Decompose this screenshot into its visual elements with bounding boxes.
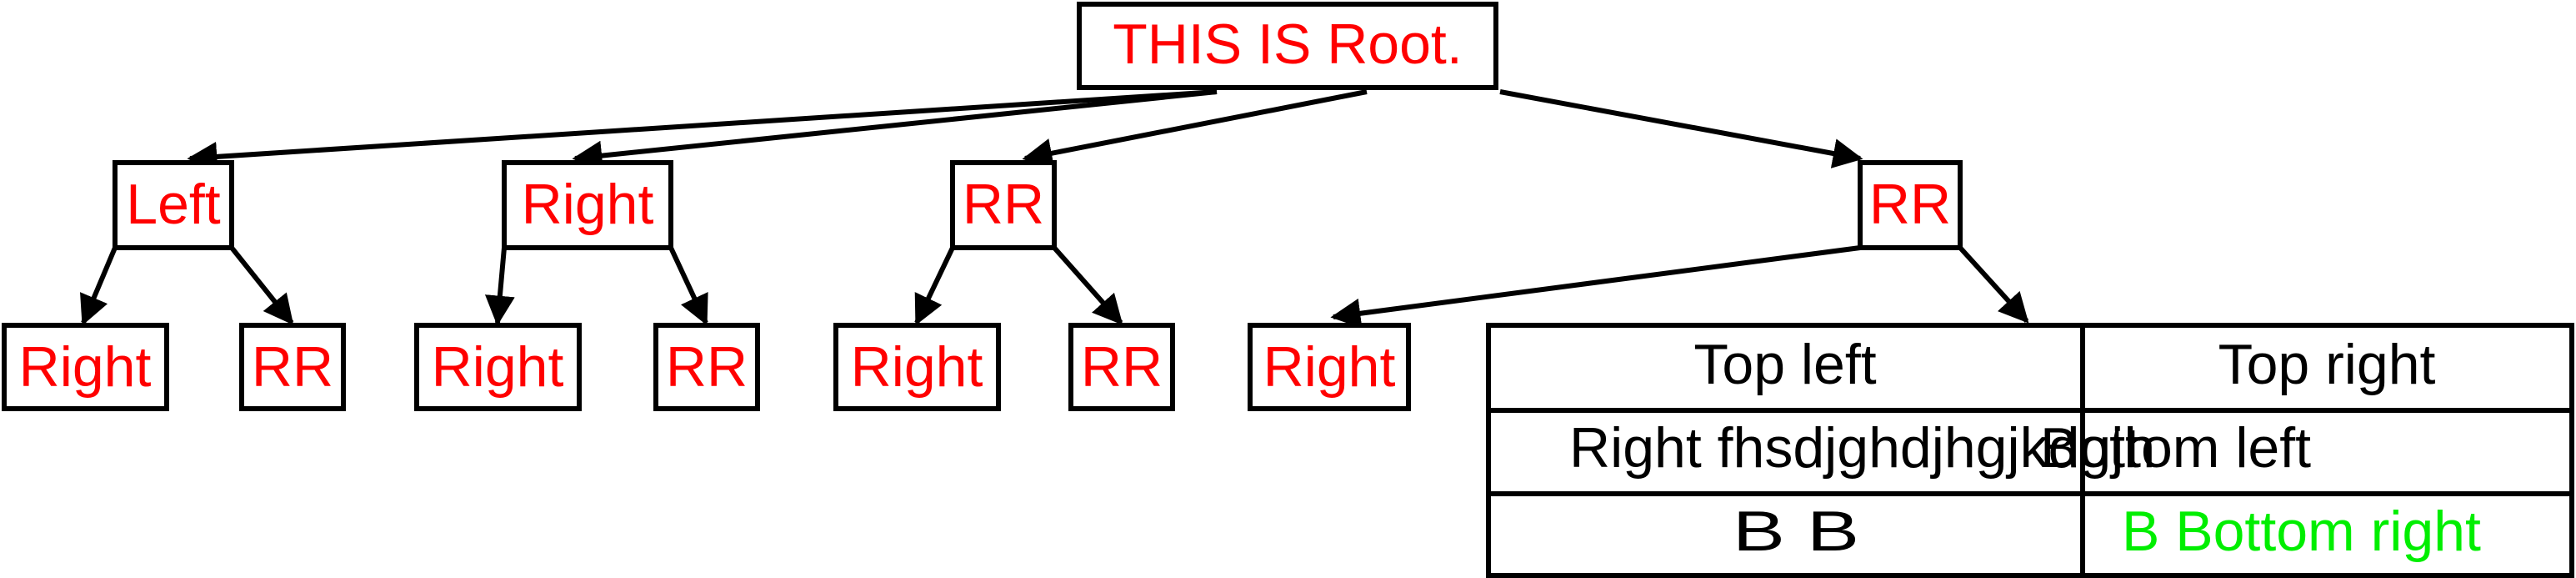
edge-left-right [80,246,118,326]
node-rr1-right-label: Right [851,335,983,399]
node-rr2: RR [1858,160,1963,250]
node-right: Right [502,160,673,250]
edge-rr2-right [1330,245,1861,329]
node-root-label: THIS IS Root. [1113,13,1462,76]
node-right-label: Right [522,173,654,236]
node-rr1-rr: RR [1068,323,1175,411]
table-cell-bottom-left: B B [1733,500,1859,563]
edge-root-rr1 [1022,89,1368,168]
edge-rr2-table [1958,245,2029,324]
node-left-rr: RR [239,323,346,411]
table-cell-middle-left: Right fhsdjghdjhgjkdgjh [1569,416,2155,480]
edge-rr1-rr [1052,246,1123,325]
node-rr1-label: RR [963,173,1044,236]
node-rr2-label: RR [1869,173,1951,236]
node-root: THIS IS Root. [1077,2,1498,90]
node-left-right: Right [2,323,169,411]
node-left-right-label: Right [19,335,152,399]
table-cell-top-left: Top left [1693,333,1876,396]
node-rr1-rr-label: RR [1081,335,1163,399]
node-left-rr-label: RR [252,335,333,399]
table-cell-middle-right: Bottom left [2040,416,2311,480]
node-rr1: RR [950,160,1057,250]
node-right-rr-label: RR [666,335,748,399]
edge-left-rr [229,246,294,325]
edge-root-rr2 [1499,89,1863,168]
node-rr2-right: Right [1248,323,1411,411]
edge-right-right [484,247,515,326]
node-right-right-label: Right [432,335,564,399]
edge-root-right [572,89,1218,171]
table-cell-top-right: Top right [2218,333,2436,396]
node-rr2-right-label: Right [1263,335,1396,399]
edge-right-rr [668,246,708,326]
node-rr1-right: Right [833,323,1001,411]
edges [80,89,2029,329]
edge-rr1-right [914,246,955,326]
node-left-label: Left [126,173,221,236]
node-left: Left [113,160,234,250]
table-cell-bottom-right: B Bottom right [2122,500,2481,563]
node-table: Top left Top right Right fhsdjghdjhgjkdg… [1486,323,2574,578]
node-right-right: Right [414,323,582,411]
edge-root-left [187,89,1218,172]
node-right-rr: RR [653,323,760,411]
